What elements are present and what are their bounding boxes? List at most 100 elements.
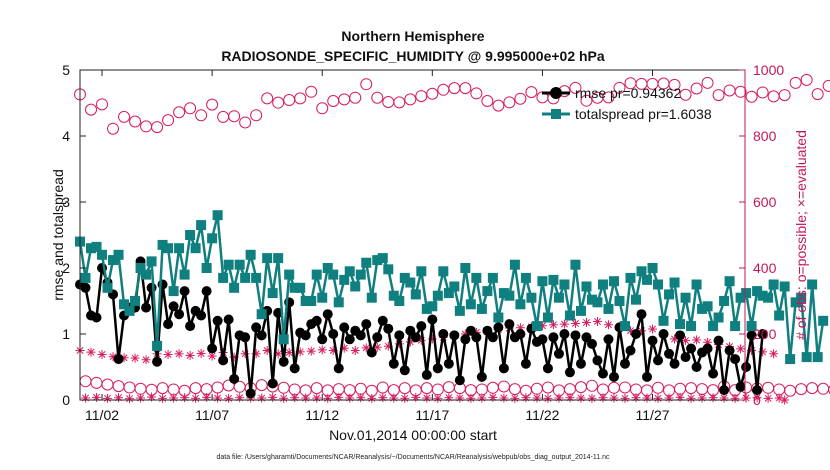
spread-point — [553, 292, 564, 303]
spread-point — [278, 334, 289, 345]
rmse-point — [757, 329, 768, 339]
spread-point — [735, 292, 746, 303]
possible-point — [118, 110, 131, 123]
rmse-point — [223, 314, 234, 325]
spread-point — [801, 352, 812, 363]
rmse-point — [168, 301, 179, 312]
rmse-point — [361, 319, 372, 330]
rmse-point — [163, 319, 174, 330]
spread-point — [322, 263, 333, 273]
rmse-point — [504, 319, 515, 330]
rmse-point — [465, 325, 476, 336]
evaluated-point — [763, 393, 773, 403]
evaluated-point — [213, 393, 223, 403]
evaluated-point — [648, 324, 658, 334]
x-tick-label: 11/07 — [195, 407, 229, 423]
legend-rmse-marker — [550, 87, 562, 99]
possible-point — [613, 81, 626, 94]
possible-point — [822, 79, 830, 92]
spread-point — [251, 272, 262, 283]
left-tick-label: 1 — [62, 326, 70, 342]
spread-point — [586, 294, 597, 305]
spread-point — [339, 274, 350, 285]
evaluated-point — [81, 393, 91, 403]
x-tick-label: 11/12 — [305, 407, 339, 423]
spread-point — [185, 230, 196, 240]
spread-point — [372, 255, 383, 266]
rmse-point — [339, 322, 350, 333]
spread-point — [597, 279, 608, 290]
possible-point — [376, 381, 389, 394]
rmse-point — [377, 315, 388, 326]
rmse-point — [185, 321, 196, 332]
possible-point — [459, 82, 472, 95]
spread-point — [179, 269, 190, 280]
right-tick-label: 200 — [753, 326, 777, 342]
evaluated-point — [400, 393, 410, 403]
rmse-point — [432, 363, 443, 374]
evaluated-point — [224, 393, 234, 403]
spread-point — [603, 303, 614, 314]
evaluated-point — [592, 316, 602, 326]
spread-point — [388, 290, 399, 301]
spread-point — [592, 297, 603, 308]
rmse-point — [267, 378, 278, 389]
rmse-point — [708, 368, 719, 379]
spread-point — [86, 243, 97, 254]
left-tick-label: 3 — [62, 194, 70, 210]
rmse-point — [625, 345, 636, 356]
rmse-point — [515, 329, 526, 339]
possible-point — [239, 116, 252, 129]
possible-point — [580, 94, 593, 107]
spread-point — [664, 289, 675, 300]
rmse-point — [636, 309, 647, 320]
spread-point — [163, 243, 174, 254]
spread-point — [636, 266, 647, 277]
rmse-point — [333, 363, 344, 374]
spread-point — [509, 259, 520, 270]
rmse-point — [322, 309, 333, 320]
evaluated-point — [268, 392, 278, 402]
evaluated-point — [290, 393, 300, 403]
spread-point — [201, 263, 212, 273]
rmse-point — [80, 282, 91, 293]
rmse-point — [251, 322, 262, 333]
spread-point — [152, 340, 163, 351]
rmse-point — [460, 334, 471, 345]
rmse-point — [592, 355, 603, 366]
rmse-point — [713, 335, 724, 346]
evaluated-point — [548, 320, 558, 330]
spread-point — [774, 310, 785, 321]
possible-point — [305, 85, 318, 98]
spread-point — [432, 290, 443, 301]
possible-point — [503, 96, 516, 109]
spread-point — [267, 288, 278, 299]
rmse-point — [328, 329, 339, 339]
spread-point — [548, 274, 559, 285]
evaluated-point — [202, 392, 212, 402]
rmse-point — [394, 330, 405, 341]
rmse-point — [152, 356, 163, 367]
spread-point — [454, 305, 465, 316]
spread-point — [796, 292, 807, 303]
rmse-point — [471, 332, 482, 343]
spread-point — [284, 269, 295, 280]
spread-point — [697, 303, 708, 314]
spread-point — [168, 286, 179, 297]
evaluated-point — [235, 393, 245, 403]
rmse-point — [201, 286, 212, 297]
evaluated-point — [389, 393, 399, 403]
possible-point — [800, 73, 813, 86]
rmse-point — [410, 332, 421, 343]
spread-point — [146, 256, 157, 267]
spread-point — [157, 239, 168, 250]
right-tick-label: 1000 — [753, 62, 784, 78]
possible-point — [151, 121, 164, 134]
spread-point — [212, 210, 223, 221]
spread-point — [91, 241, 102, 252]
rmse-point — [174, 309, 185, 320]
evaluated-point — [141, 355, 151, 365]
rmse-point — [548, 332, 559, 343]
rmse-point — [631, 329, 642, 339]
evaluated-point — [279, 393, 289, 403]
